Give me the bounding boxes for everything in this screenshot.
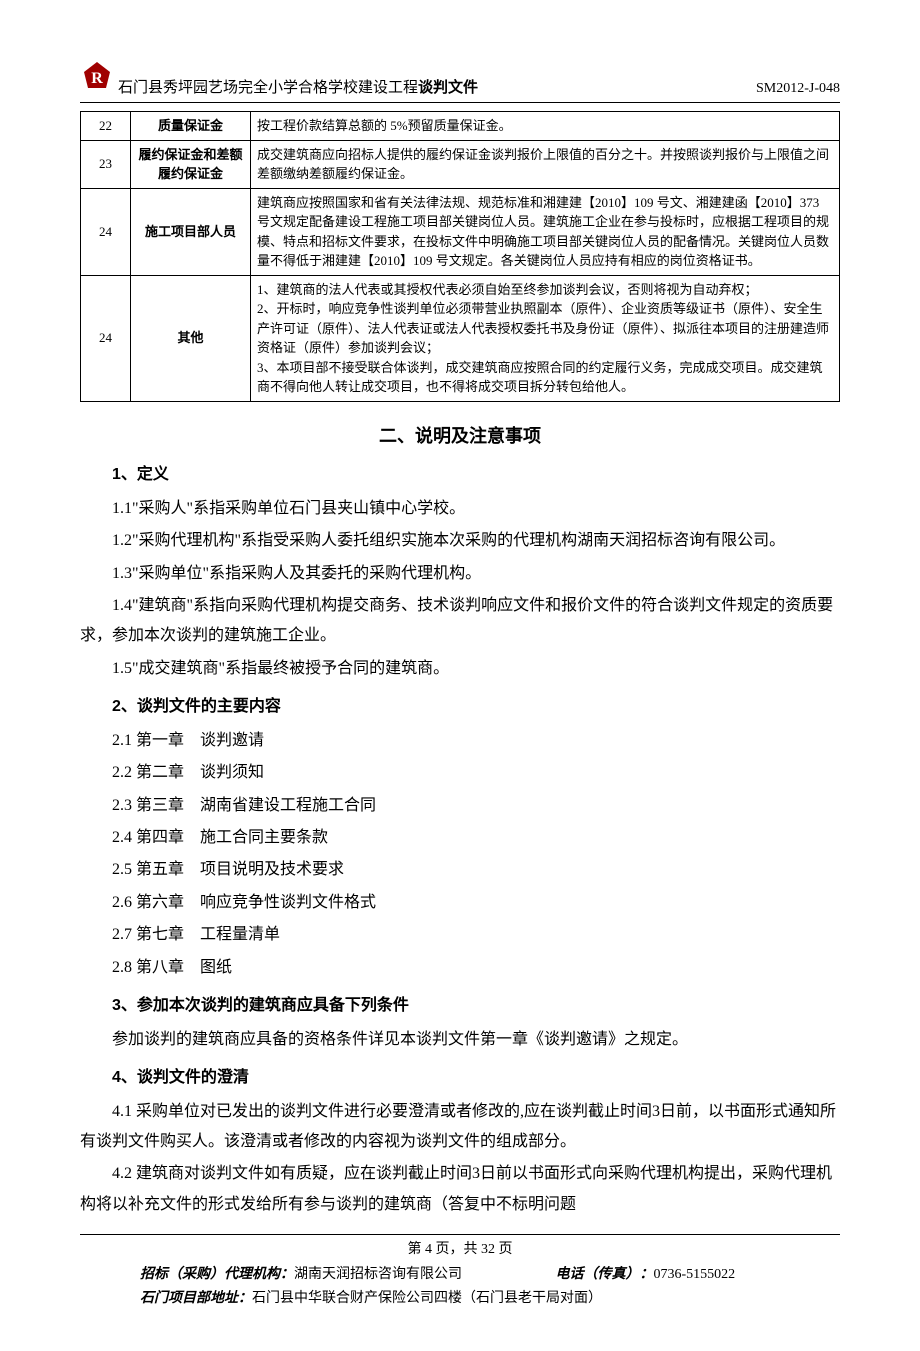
section-title: 二、说明及注意事项 <box>80 422 840 451</box>
sub3-text: 参加谈判的建筑商应具备的资格条件详见本谈判文件第一章《谈判邀请》之规定。 <box>80 1025 840 1055</box>
row-desc: 按工程价款结算总额的 5%预留质量保证金。 <box>251 112 840 141</box>
footer-addr-line: 石门项目部地址：石门县中华联合财产保险公司四楼（石门县老干局对面） <box>80 1287 840 1311</box>
clarification-item: 4.2 建筑商对谈判文件如有质疑，应在谈判截止时间3日前以书面形式向采购代理机构… <box>80 1159 840 1220</box>
page-footer: 第 4 页，共 32 页 招标（采购）代理机构：湖南天润招标咨询有限公司 电话（… <box>80 1234 840 1311</box>
definition-item: 1.5"成交建筑商"系指最终被授予合同的建筑商。 <box>80 654 840 684</box>
sub4-title: 4、谈判文件的澄清 <box>80 1065 840 1091</box>
sub1-title: 1、定义 <box>80 462 840 488</box>
footer-page: 第 4 页，共 32 页 <box>80 1239 840 1261</box>
row-label: 施工项目部人员 <box>131 188 251 275</box>
table-row: 24其他1、建筑商的法人代表或其授权代表必须自始至终参加谈判会议，否则将视为自动… <box>81 275 840 401</box>
header-left: R 石门县秀坪园艺场完全小学合格学校建设工程谈判文件 <box>80 60 478 100</box>
header-title-bold: 谈判文件 <box>418 80 478 96</box>
row-desc: 成交建筑商应向招标人提供的履约保证金谈判报价上限值的百分之十。并按照谈判报价与上… <box>251 140 840 188</box>
footer-addr-label: 石门项目部地址： <box>140 1291 252 1306</box>
row-desc: 建筑商应按照国家和省有关法律法规、规范标准和湘建建【2010】109 号文、湘建… <box>251 188 840 275</box>
header-doc-code: SM2012-J-048 <box>756 78 840 100</box>
footer-agency-name: 湖南天润招标咨询有限公司 <box>294 1267 462 1282</box>
svg-text:R: R <box>91 70 103 87</box>
header-title-plain: 石门县秀坪园艺场完全小学合格学校建设工程 <box>118 80 418 96</box>
table-row: 22质量保证金按工程价款结算总额的 5%预留质量保证金。 <box>81 112 840 141</box>
terms-table: 22质量保证金按工程价款结算总额的 5%预留质量保证金。23履约保证金和差额履约… <box>80 111 840 402</box>
chapter-item: 2.8 第八章 图纸 <box>80 953 840 983</box>
row-label: 质量保证金 <box>131 112 251 141</box>
definition-item: 1.3"采购单位"系指采购人及其委托的采购代理机构。 <box>80 559 840 589</box>
row-num: 22 <box>81 112 131 141</box>
row-num: 24 <box>81 188 131 275</box>
chapter-item: 2.2 第二章 谈判须知 <box>80 758 840 788</box>
definition-item: 1.1"采购人"系指采购单位石门县夹山镇中心学校。 <box>80 494 840 524</box>
row-label: 其他 <box>131 275 251 401</box>
footer-addr: 石门县中华联合财产保险公司四楼（石门县老干局对面） <box>252 1291 602 1306</box>
row-desc: 1、建筑商的法人代表或其授权代表必须自始至终参加谈判会议，否则将视为自动弃权； … <box>251 275 840 401</box>
table-row: 24施工项目部人员建筑商应按照国家和省有关法律法规、规范标准和湘建建【2010】… <box>81 188 840 275</box>
sub2-title: 2、谈判文件的主要内容 <box>80 694 840 720</box>
page-header: R 石门县秀坪园艺场完全小学合格学校建设工程谈判文件 SM2012-J-048 <box>80 60 840 103</box>
sub3-title: 3、参加本次谈判的建筑商应具备下列条件 <box>80 993 840 1019</box>
logo-icon: R <box>80 60 114 102</box>
chapter-item: 2.7 第七章 工程量清单 <box>80 920 840 950</box>
row-num: 23 <box>81 140 131 188</box>
clarification-item: 4.1 采购单位对已发出的谈判文件进行必要澄清或者修改的,应在谈判截止时间3日前… <box>80 1097 840 1158</box>
chapter-item: 2.1 第一章 谈判邀请 <box>80 726 840 756</box>
footer-agency-label: 招标（采购）代理机构： <box>140 1267 294 1282</box>
definition-item: 1.2"采购代理机构"系指受采购人委托组织实施本次采购的代理机构湖南天润招标咨询… <box>80 526 840 556</box>
table-row: 23履约保证金和差额履约保证金成交建筑商应向招标人提供的履约保证金谈判报价上限值… <box>81 140 840 188</box>
footer-phone: 0736-5155022 <box>654 1267 736 1282</box>
row-label: 履约保证金和差额履约保证金 <box>131 140 251 188</box>
definition-item: 1.4"建筑商"系指向采购代理机构提交商务、技术谈判响应文件和报价文件的符合谈判… <box>80 591 840 652</box>
chapter-item: 2.6 第六章 响应竞争性谈判文件格式 <box>80 888 840 918</box>
footer-agency-line: 招标（采购）代理机构：湖南天润招标咨询有限公司 电话（传真）：0736-5155… <box>80 1263 840 1287</box>
chapter-item: 2.4 第四章 施工合同主要条款 <box>80 823 840 853</box>
header-title: 石门县秀坪园艺场完全小学合格学校建设工程谈判文件 <box>118 76 478 100</box>
footer-phone-label: 电话（传真）： <box>556 1267 654 1282</box>
row-num: 24 <box>81 275 131 401</box>
chapter-item: 2.3 第三章 湖南省建设工程施工合同 <box>80 791 840 821</box>
chapter-item: 2.5 第五章 项目说明及技术要求 <box>80 855 840 885</box>
